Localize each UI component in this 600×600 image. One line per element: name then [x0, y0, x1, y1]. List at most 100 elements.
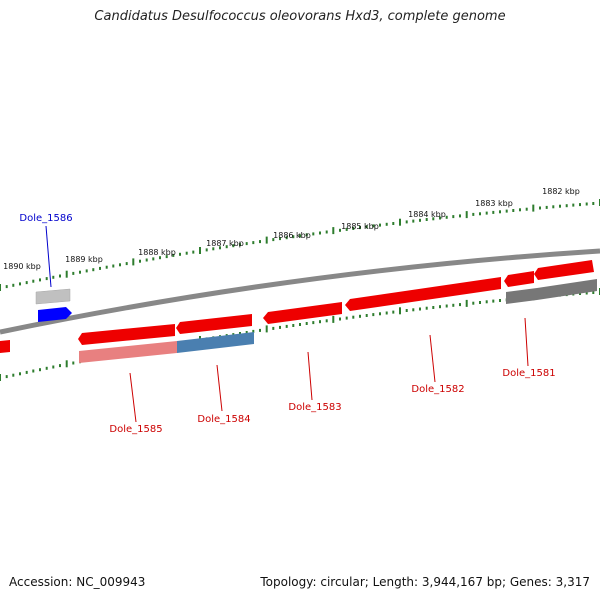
outer-tick: [419, 218, 421, 222]
outer-tick: [405, 220, 408, 224]
outer-tick: [185, 251, 188, 255]
inner-tick: [59, 364, 61, 368]
inner-tick: [319, 320, 321, 324]
gene-label-1586[interactable]: Dole_1586: [19, 213, 72, 224]
gene-arrow-1584[interactable]: [176, 314, 252, 334]
outer-tick: [39, 278, 41, 282]
gene-arrow-1583[interactable]: [263, 302, 342, 324]
inner-tick: [592, 291, 595, 294]
inner-tick: [252, 329, 255, 333]
gene-feature-1585-domain[interactable]: [79, 341, 177, 363]
inner-tick: [39, 368, 41, 372]
gene-feature-next-domain[interactable]: [537, 279, 597, 300]
outer-tick: [572, 203, 575, 207]
outer-tick: [65, 270, 68, 278]
kbp-tick-label: 1882 kbp: [542, 187, 580, 196]
inner-tick: [325, 319, 328, 323]
gene-feature-1586-rna[interactable]: [35, 288, 71, 305]
gene-arrow-1586[interactable]: [38, 307, 72, 322]
outer-tick: [85, 269, 88, 273]
inner-tick: [19, 372, 21, 376]
genome-summary-text: Topology: circular; Length: 3,944,167 bp…: [260, 575, 590, 589]
outer-tick: [245, 242, 248, 246]
kbp-tick-label: 1889 kbp: [65, 255, 103, 264]
gene-arrow-next[interactable]: [534, 260, 594, 280]
gene-label-1582[interactable]: Dole_1582: [411, 384, 464, 395]
outer-tick: [152, 257, 155, 261]
outer-tick: [139, 259, 141, 263]
gene-arrow-1582[interactable]: [345, 277, 501, 311]
outer-tick: [539, 206, 541, 210]
outer-tick: [0, 284, 1, 291]
outer-tick: [132, 258, 135, 266]
outer-tick: [32, 279, 35, 283]
gene-feature-1584-domain[interactable]: [177, 332, 254, 353]
inner-tick: [352, 315, 355, 319]
gene-features: [0, 260, 597, 363]
gene-label-1581[interactable]: Dole_1581: [502, 368, 555, 379]
kbp-tick-label: 1884 kbp: [408, 210, 446, 219]
outer-tick: [505, 209, 508, 213]
gene-arrow-1581[interactable]: [504, 271, 534, 287]
outer-tick: [385, 222, 388, 226]
outer-tick: [492, 210, 495, 214]
inner-tick: [399, 307, 401, 315]
outer-tick: [119, 263, 121, 267]
inner-tick: [452, 303, 455, 307]
inner-tick: [272, 326, 275, 330]
outer-tick: [592, 202, 595, 205]
outer-tick: [399, 218, 401, 226]
outer-tick: [92, 268, 95, 272]
inner-tick: [499, 299, 501, 302]
outer-tick: [279, 237, 281, 241]
inner-tick: [432, 306, 435, 309]
inner-tick: [372, 313, 375, 317]
outer-tick: [472, 212, 475, 216]
outer-tick: [319, 231, 321, 235]
inner-tick: [339, 317, 341, 321]
inner-tick: [439, 305, 441, 309]
outer-tick: [499, 210, 501, 214]
outer-tick: [12, 283, 15, 287]
gene-arrow-partial[interactable]: [0, 340, 10, 353]
outer-tick: [72, 271, 75, 275]
inner-tick: [445, 304, 448, 308]
inner-tick: [32, 369, 35, 373]
outer-tick: [412, 219, 415, 223]
inner-tick: [25, 370, 28, 374]
gene-label-1583[interactable]: Dole_1583: [288, 402, 341, 413]
kbp-tick-label: 1890 kbp: [3, 262, 41, 271]
outer-tick: [532, 204, 535, 212]
gene-arrow-1585[interactable]: [78, 324, 175, 345]
gene-label-1584[interactable]: Dole_1584: [197, 414, 250, 425]
outer-tick: [79, 270, 81, 274]
outer-tick: [545, 205, 548, 209]
outer-tick: [192, 250, 195, 254]
outer-tick-track: [0, 199, 600, 291]
inner-tick: [72, 361, 75, 365]
outer-tick: [459, 214, 461, 218]
gene-feature-1581-domain[interactable]: [506, 288, 537, 304]
outer-tick: [205, 248, 208, 252]
inner-tick: [412, 308, 415, 312]
outer-tick: [439, 216, 441, 220]
outer-tick: [432, 217, 435, 221]
outer-tick: [425, 218, 428, 221]
inner-tick: [305, 322, 308, 325]
outer-tick: [259, 240, 261, 244]
outer-tick: [325, 230, 328, 234]
gene-label-1585[interactable]: Dole_1585: [109, 424, 162, 435]
kbp-tick-label: 1883 kbp: [475, 199, 513, 208]
outer-tick: [359, 226, 361, 230]
inner-tick: [12, 373, 15, 377]
outer-tick: [512, 209, 515, 212]
outer-tick: [452, 215, 455, 219]
outer-tick: [232, 244, 235, 248]
inner-tick: [299, 323, 301, 326]
outer-tick: [5, 285, 8, 289]
outer-tick: [225, 245, 228, 249]
outer-tick: [365, 225, 368, 229]
kbp-tick-label: 1885 kbp: [341, 222, 379, 231]
inner-tick: [585, 291, 588, 295]
inner-tick: [405, 309, 408, 312]
